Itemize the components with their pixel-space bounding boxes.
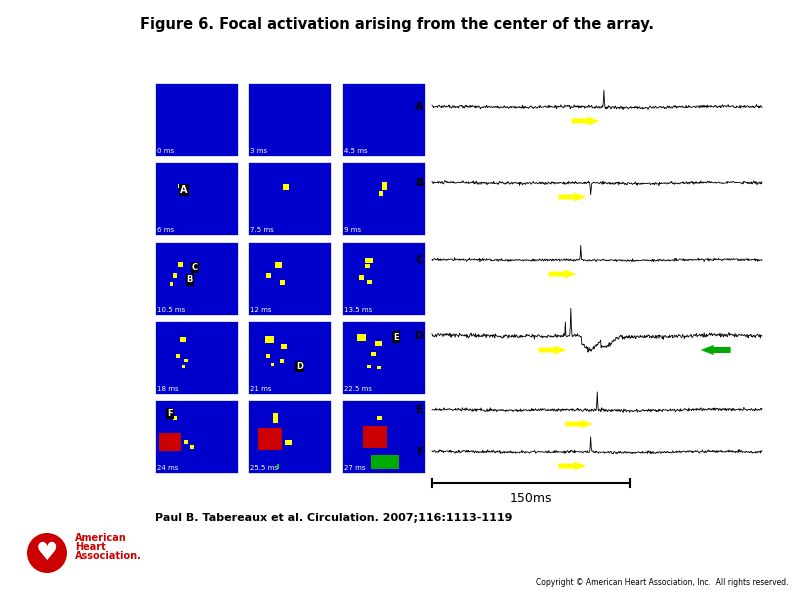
Bar [159, 433, 181, 451]
FancyArrow shape [538, 346, 567, 355]
Bar [175, 354, 179, 358]
Bar [342, 321, 425, 394]
Bar [155, 242, 238, 315]
Bar [342, 242, 425, 315]
Bar [178, 262, 183, 267]
Bar [264, 336, 274, 343]
Bar [155, 162, 238, 235]
Bar [173, 416, 177, 420]
Text: ♥: ♥ [36, 541, 58, 565]
Text: A: A [180, 184, 188, 195]
Text: C: C [416, 255, 424, 265]
Bar [273, 413, 278, 423]
Bar [281, 345, 287, 349]
FancyArrow shape [572, 117, 599, 126]
Bar [184, 440, 188, 444]
Text: 150ms: 150ms [510, 492, 553, 505]
Text: Figure 6. Focal activation arising from the center of the array.: Figure 6. Focal activation arising from … [140, 17, 654, 32]
Bar [377, 416, 382, 420]
Text: 10.5 ms: 10.5 ms [157, 307, 185, 313]
Bar [275, 262, 282, 268]
Bar [248, 321, 331, 394]
Text: American: American [75, 533, 127, 543]
Text: F: F [417, 447, 424, 457]
FancyArrow shape [558, 193, 587, 202]
Bar [248, 83, 331, 156]
Text: 12 ms: 12 ms [250, 307, 272, 313]
Bar [279, 280, 284, 285]
Bar [258, 428, 282, 450]
Bar [367, 280, 372, 284]
Bar [173, 273, 177, 278]
Text: E: E [416, 405, 424, 415]
Text: 7.5 ms: 7.5 ms [250, 227, 274, 233]
Bar [342, 83, 425, 156]
Text: Heart: Heart [75, 542, 106, 552]
Bar [248, 242, 331, 315]
Bar [379, 191, 383, 196]
Bar [248, 162, 331, 235]
Text: B: B [415, 178, 424, 188]
Text: 0 ms: 0 ms [157, 148, 174, 154]
Circle shape [27, 533, 67, 573]
Bar [277, 464, 279, 469]
Bar [279, 359, 283, 363]
Bar [357, 334, 366, 341]
Bar [266, 354, 270, 358]
Text: C: C [192, 263, 198, 272]
Bar [342, 400, 425, 473]
Bar [382, 183, 387, 190]
Text: A: A [415, 102, 424, 112]
Bar [155, 83, 238, 156]
Text: D: D [414, 331, 424, 341]
Bar [170, 282, 173, 286]
Text: 4.5 ms: 4.5 ms [344, 148, 368, 154]
Text: E: E [393, 333, 399, 342]
Text: 18 ms: 18 ms [157, 386, 179, 392]
Text: 9 ms: 9 ms [344, 227, 361, 233]
Text: Copyright © American Heart Association, Inc.  All rights reserved.: Copyright © American Heart Association, … [535, 578, 788, 587]
Bar [367, 365, 371, 368]
Text: 6 ms: 6 ms [157, 227, 174, 233]
FancyArrow shape [565, 419, 593, 428]
Bar [371, 455, 399, 469]
Bar [190, 445, 194, 449]
Bar [155, 321, 238, 394]
Bar [365, 258, 373, 263]
FancyArrow shape [558, 462, 587, 471]
Text: 27 ms: 27 ms [344, 465, 365, 471]
Text: 25.5 ms: 25.5 ms [250, 465, 278, 471]
Text: F: F [167, 409, 173, 418]
Bar [272, 364, 274, 367]
Bar [283, 184, 289, 190]
Bar [178, 184, 183, 188]
Bar [184, 359, 188, 362]
FancyArrow shape [549, 270, 576, 278]
Text: 13.5 ms: 13.5 ms [344, 307, 372, 313]
Text: 22.5 ms: 22.5 ms [344, 386, 372, 392]
Bar [285, 440, 292, 445]
Bar [342, 162, 425, 235]
Text: Association.: Association. [75, 551, 142, 561]
FancyArrow shape [700, 345, 730, 355]
Bar [155, 400, 238, 473]
Text: D: D [296, 362, 303, 371]
Bar [248, 400, 331, 473]
Bar [266, 273, 272, 278]
Bar [376, 342, 382, 346]
Bar [359, 275, 364, 280]
Bar [363, 425, 387, 447]
Bar [371, 352, 376, 356]
Text: B: B [187, 275, 193, 284]
Bar [182, 365, 184, 368]
Bar [180, 337, 186, 342]
Text: 21 ms: 21 ms [250, 386, 272, 392]
Text: 24 ms: 24 ms [157, 465, 179, 471]
Bar [377, 367, 381, 369]
Bar [365, 264, 370, 268]
Text: 3 ms: 3 ms [250, 148, 267, 154]
Text: Paul B. Tabereaux et al. Circulation. 2007;116:1113-1119: Paul B. Tabereaux et al. Circulation. 20… [155, 513, 512, 523]
